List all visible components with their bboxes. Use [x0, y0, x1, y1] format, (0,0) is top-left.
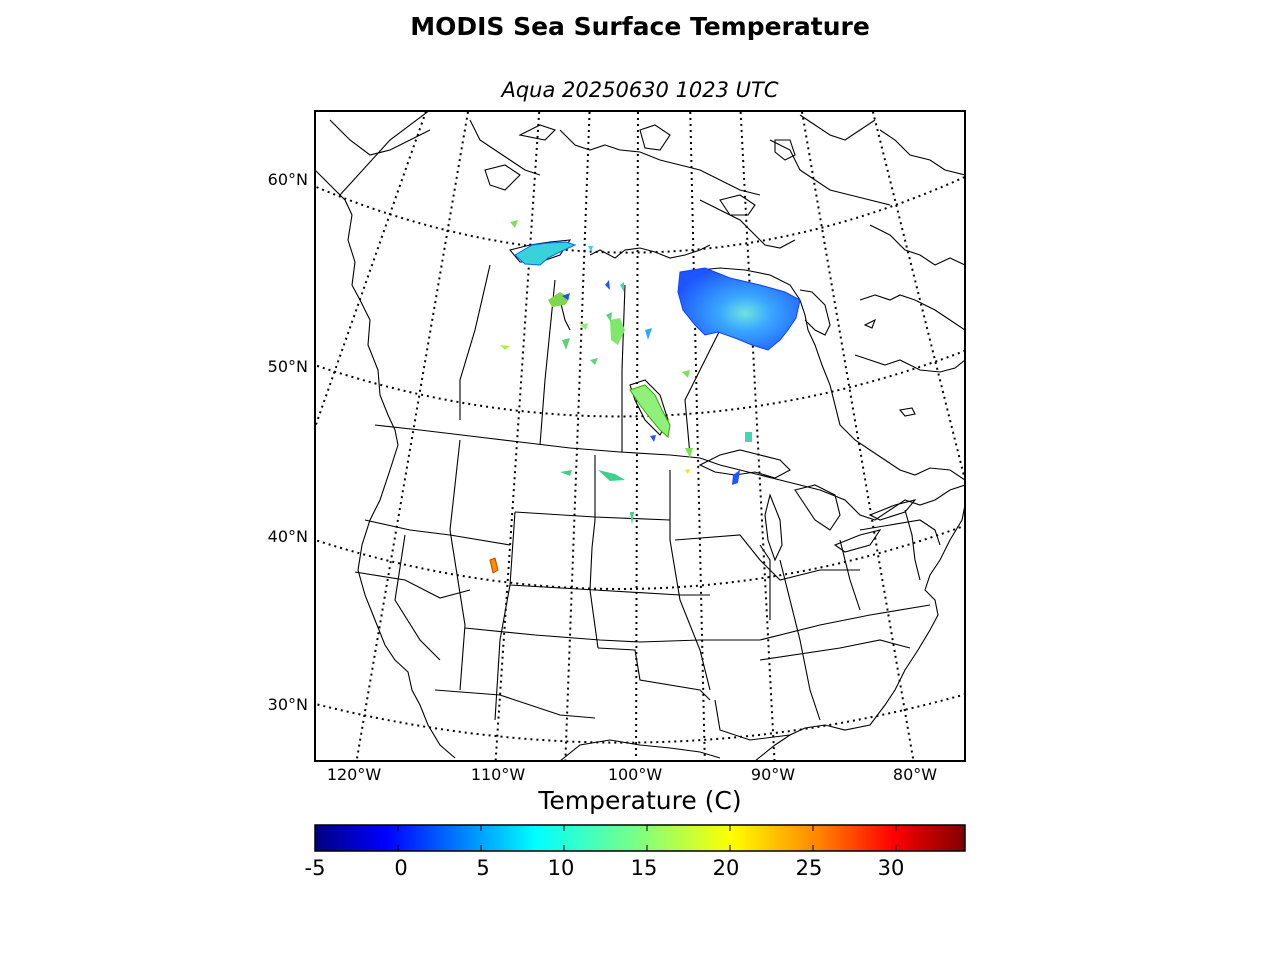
- lon-label-120w: 120°W: [326, 765, 382, 784]
- map-frame: [314, 110, 966, 762]
- sst-data: [489, 220, 801, 574]
- borders: [339, 111, 965, 741]
- lon-label-90w: 90°W: [750, 765, 796, 784]
- lon-label-110w: 110°W: [470, 765, 526, 784]
- colorbar-tick-label: 5: [476, 856, 490, 880]
- lon-label-80w: 80°W: [892, 765, 938, 784]
- coastlines: [315, 114, 965, 761]
- chart-subtitle: Aqua 20250630 1023 UTC: [501, 78, 779, 102]
- great-salt-lake-sst: [489, 557, 499, 574]
- latitude-gridlines: [315, 175, 965, 744]
- lat-label-30n: 30°N: [267, 695, 308, 714]
- lat-label-40n: 40°N: [267, 527, 308, 546]
- lat-label-50n: 50°N: [267, 357, 308, 376]
- lat-label-60n: 60°N: [267, 170, 308, 189]
- colorbar-tick-label: -5: [304, 856, 326, 880]
- lon-label-100w: 100°W: [607, 765, 663, 784]
- lake-athabasca-sst: [514, 241, 577, 266]
- colorbar-tick-label: 0: [394, 856, 408, 880]
- lakes: [484, 124, 917, 562]
- lake-winnipeg-sst: [629, 384, 671, 438]
- colorbar-gradient: [314, 824, 966, 852]
- colorbar: [314, 824, 966, 852]
- colorbar-tick-label: 30: [877, 856, 905, 880]
- colorbar-tick-label: 15: [630, 856, 658, 880]
- colorbar-ticks: [397, 825, 897, 851]
- colorbar-tick-label: 25: [795, 856, 823, 880]
- colorbar-label: Temperature (C): [538, 786, 742, 815]
- chart-title: MODIS Sea Surface Temperature: [410, 12, 870, 41]
- colorbar-tick-label: 10: [547, 856, 575, 880]
- map-area: [315, 111, 965, 761]
- colorbar-tick-label: 20: [712, 856, 740, 880]
- hudson-bay-sst: [677, 267, 801, 351]
